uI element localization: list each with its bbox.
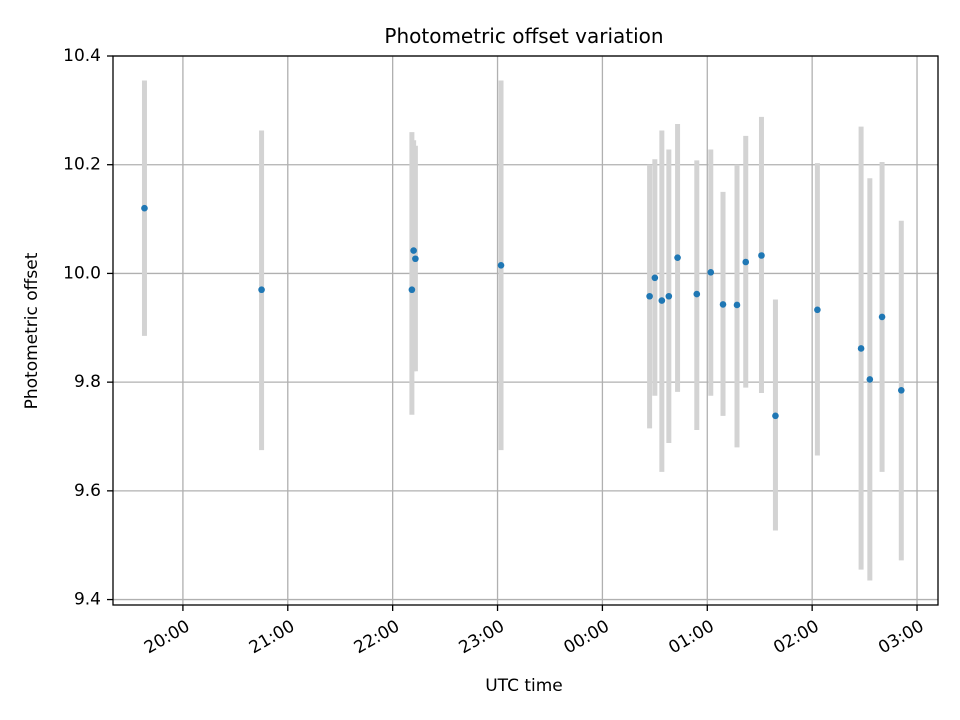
- data-point: [814, 306, 821, 314]
- data-point: [742, 258, 750, 266]
- data-point: [651, 274, 659, 282]
- plot-frame: [112, 55, 939, 606]
- data-point: [857, 345, 865, 352]
- data-point: [719, 301, 727, 308]
- data-point: [258, 286, 265, 294]
- data-point: [866, 376, 874, 383]
- y-tick-label: 9.4: [74, 590, 101, 610]
- y-axis-ticks: 9.4 9.6 9.8 10.0 10.2 10.4: [63, 46, 113, 610]
- y-tick-label: 9.6: [74, 481, 101, 501]
- data-point: [878, 313, 886, 321]
- y-axis-title: Photometric offset: [22, 252, 42, 409]
- y-tick-label: 10.2: [63, 155, 101, 175]
- data-point: [733, 301, 741, 309]
- data-point: [497, 261, 505, 269]
- data-point: [707, 269, 715, 276]
- data-point: [412, 255, 419, 263]
- x-axis-title: UTC time: [485, 676, 563, 696]
- data-point: [772, 412, 779, 420]
- data-point: [674, 254, 681, 261]
- data-points: [141, 204, 905, 420]
- data-point: [658, 297, 666, 304]
- y-tick-label: 10.4: [63, 46, 101, 66]
- y-tick-label: 10.0: [63, 263, 101, 283]
- data-point: [408, 286, 416, 294]
- data-point: [141, 204, 148, 212]
- data-point: [693, 290, 701, 298]
- data-point: [410, 247, 417, 254]
- data-point: [758, 252, 765, 259]
- chart-title: Photometric offset variation: [384, 24, 663, 48]
- y-tick-label: 9.8: [74, 372, 101, 392]
- data-point: [897, 386, 905, 394]
- data-point: [665, 292, 673, 300]
- data-point: [646, 292, 653, 300]
